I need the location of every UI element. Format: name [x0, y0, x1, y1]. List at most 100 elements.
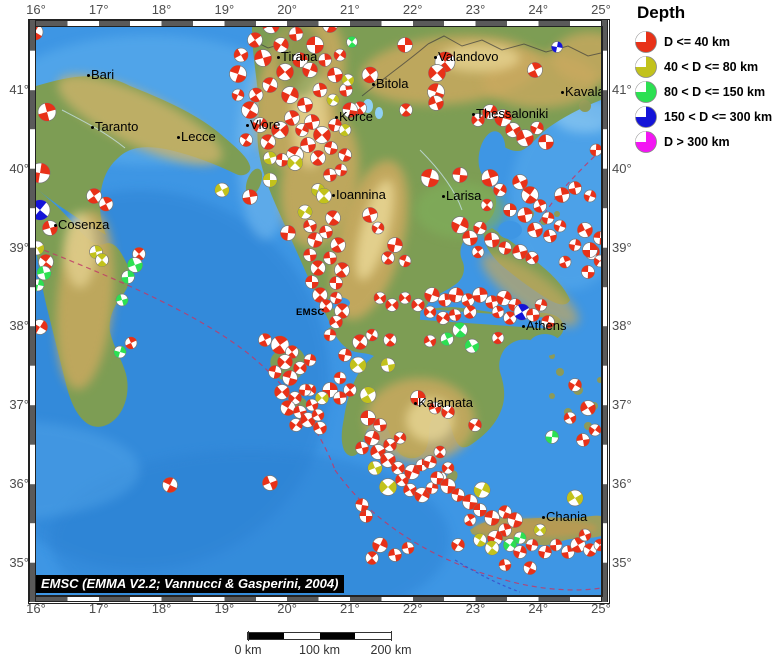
beachball [448, 308, 462, 322]
city-dot [434, 56, 437, 60]
beachball [325, 210, 341, 226]
beachball [281, 86, 299, 104]
beachball [526, 308, 540, 322]
map-canvas [36, 27, 601, 595]
beachball [333, 48, 347, 62]
beachball [391, 461, 405, 475]
beachball [365, 328, 379, 342]
beachball [271, 121, 289, 139]
beachball [481, 169, 499, 187]
beachball [484, 540, 500, 556]
beachball [36, 240, 45, 256]
map-emsc-label: EMSC [296, 307, 325, 318]
lat-label-right: 35° [612, 554, 632, 570]
city-dot [442, 195, 445, 199]
beachball [287, 155, 303, 171]
beachball [292, 52, 308, 68]
beachball [304, 114, 320, 130]
beachball [538, 134, 554, 150]
beachball [538, 545, 552, 559]
beachball [355, 441, 369, 455]
beachball [527, 62, 543, 78]
beachball [498, 558, 512, 572]
beachball [484, 510, 500, 526]
rivers [61, 109, 463, 211]
beachball [121, 270, 135, 284]
beachball [334, 163, 348, 177]
beachball [239, 133, 253, 147]
beachball [274, 384, 290, 400]
beachball [451, 488, 465, 502]
beachball [589, 143, 601, 157]
beachball-layer [36, 27, 601, 575]
beachball [288, 27, 304, 42]
lon-label-top: 17° [88, 2, 109, 17]
beachball [334, 262, 350, 278]
beachball [338, 348, 352, 362]
beachball [491, 331, 505, 345]
beachball [473, 481, 491, 499]
beachball [241, 101, 259, 119]
lon-label-top: 20° [277, 2, 297, 17]
lon-label-bottom: 16° [26, 601, 46, 616]
beachball [98, 196, 114, 212]
beachball [349, 356, 367, 374]
beachball [393, 431, 407, 445]
city-label-chania: Chania [542, 509, 587, 524]
beachball [527, 222, 543, 238]
beachball [381, 251, 395, 265]
beachball [471, 245, 485, 259]
beachball [461, 293, 475, 307]
scale-label: 100 km [299, 643, 340, 657]
beachball [95, 253, 109, 267]
beachball [303, 353, 317, 367]
city-dot [277, 56, 280, 60]
beachball [581, 265, 595, 279]
beachball [86, 188, 102, 204]
city-dot [372, 83, 375, 87]
beachball [115, 293, 129, 307]
beachball [300, 137, 316, 153]
beachball [441, 461, 455, 475]
lon-label-top: 25° [591, 2, 611, 17]
city-label-korce: Korce [335, 109, 373, 124]
beachball [318, 53, 332, 67]
beachball [513, 303, 531, 321]
beachball [480, 198, 494, 212]
beachball [507, 512, 523, 528]
beachball [365, 551, 379, 565]
beachball [124, 336, 138, 350]
beachball [242, 189, 258, 205]
city-label-larisa: Larisa [442, 188, 481, 203]
beachball [397, 37, 413, 53]
beachball [346, 36, 358, 48]
depth-ball-icon [635, 30, 657, 53]
beachball [37, 102, 57, 122]
lon-label-top: 19° [214, 2, 235, 17]
beachball [452, 167, 468, 183]
beachball [276, 63, 294, 81]
beachball [262, 27, 280, 34]
city-dot [414, 402, 417, 406]
beachball [424, 287, 440, 303]
depth-ball-icon [635, 55, 657, 78]
beachball [323, 251, 337, 265]
beachball [517, 207, 533, 223]
beachball [385, 298, 399, 312]
beachball [36, 265, 52, 281]
beachball [543, 229, 557, 243]
map-frame-left [29, 20, 36, 602]
lat-label-left: 37° [9, 397, 29, 413]
beachball [533, 199, 547, 213]
beachball [428, 95, 444, 111]
lon-label-top: 18° [151, 2, 172, 17]
lat-label-right: 38° [612, 318, 632, 334]
beachball [360, 410, 376, 426]
beachball [530, 121, 544, 135]
lon-label-top: 23° [465, 2, 486, 17]
beachball [464, 338, 480, 354]
depth-legend: Depth D <= 40 km 40 < D <= 80 km 80 < D <=… [630, 3, 779, 154]
lat-label-right: 41° [612, 82, 632, 97]
beachball [568, 378, 582, 392]
